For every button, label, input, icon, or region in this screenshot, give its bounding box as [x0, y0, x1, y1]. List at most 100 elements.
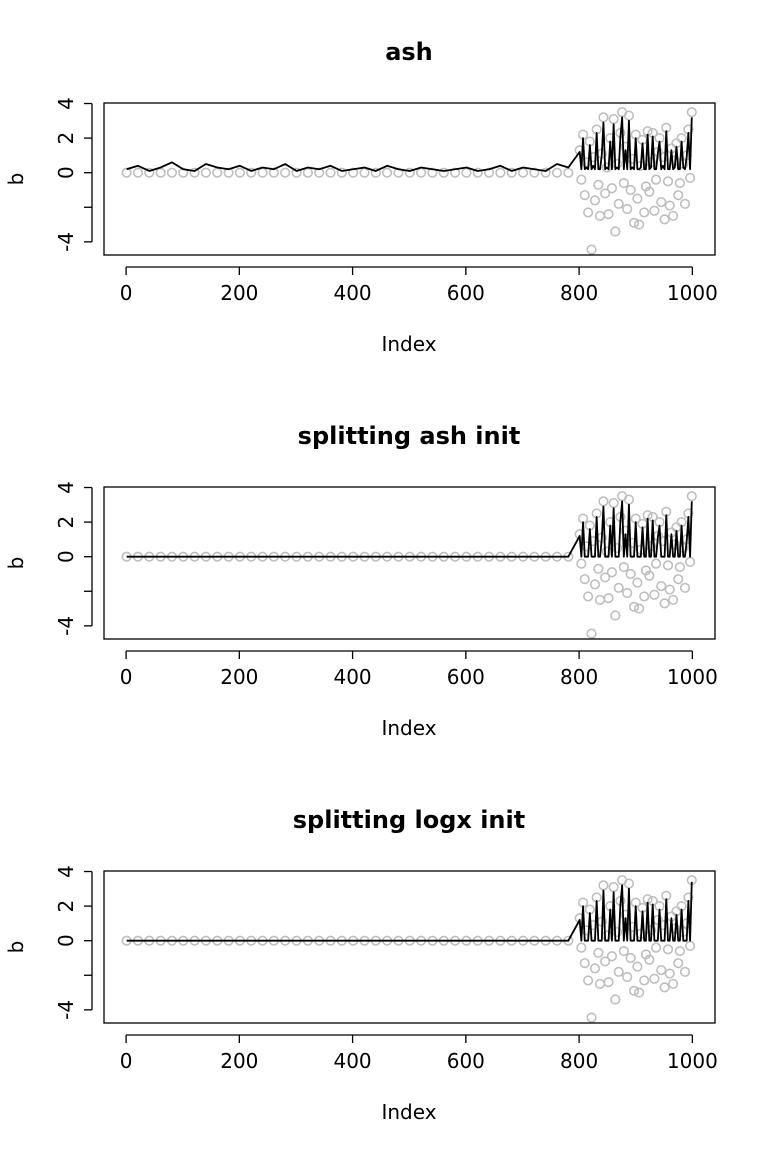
data-point	[628, 601, 640, 612]
data-point	[613, 966, 624, 977]
x-axis-label: Index	[381, 716, 436, 740]
data-point	[155, 167, 166, 178]
data-point	[659, 598, 670, 609]
x-axis-label: Index	[381, 1100, 436, 1124]
data-point	[684, 556, 696, 567]
x-tick-label: 0	[120, 1049, 133, 1073]
data-point	[656, 196, 667, 208]
data-point	[622, 587, 633, 599]
data-point	[639, 207, 650, 218]
data-point	[618, 561, 629, 573]
y-tick-label: 2	[54, 516, 78, 529]
data-point	[651, 558, 662, 569]
data-point	[649, 973, 660, 984]
data-point	[606, 183, 618, 194]
x-tick-label: 400	[333, 665, 371, 689]
y-tick-label: -4	[54, 616, 78, 636]
data-point	[144, 167, 155, 178]
data-point	[649, 589, 660, 600]
data-point	[610, 994, 621, 1005]
data-point	[613, 198, 624, 209]
data-point	[623, 494, 635, 505]
panel: ash Index b 0 200 400 600 800 1000 -4 0 2 4	[4, 38, 718, 356]
data-point	[664, 968, 675, 979]
data-point	[623, 110, 635, 121]
data-point	[667, 210, 679, 222]
x-tick-label: 800	[560, 281, 598, 305]
y-axis-label: b	[4, 173, 28, 186]
y-axis-label: b	[4, 941, 28, 954]
chart-title: splitting ash init	[298, 422, 521, 450]
data-point	[551, 167, 563, 178]
x-axis-label: Index	[381, 332, 436, 356]
data-point	[404, 167, 415, 178]
y-tick-label: 0	[54, 934, 78, 947]
data-point	[625, 952, 636, 964]
data-point	[200, 167, 212, 178]
data-point	[632, 961, 643, 972]
data-point	[613, 582, 624, 593]
data-point	[628, 217, 640, 228]
data-point	[563, 167, 574, 178]
data-point	[586, 1012, 597, 1023]
plot-frame	[103, 486, 716, 640]
data-point	[640, 181, 652, 192]
data-point	[673, 958, 684, 969]
data-point	[583, 591, 594, 602]
y-tick-label: 4	[54, 97, 78, 110]
data-point	[662, 560, 674, 571]
x-tick-label: 1000	[667, 281, 718, 305]
data-point	[370, 167, 381, 178]
x-tick-label: 600	[447, 281, 485, 305]
data-point	[600, 572, 611, 583]
data-point	[618, 177, 629, 189]
data-point	[606, 951, 618, 962]
data-point	[594, 210, 606, 222]
data-point	[623, 878, 635, 889]
y-tick-label: 4	[54, 481, 78, 494]
x-tick-label: 1000	[667, 1049, 718, 1073]
data-point	[651, 942, 662, 953]
data-point	[649, 205, 660, 216]
data-point	[667, 978, 679, 990]
y-tick-label: 4	[54, 865, 78, 878]
data-point	[644, 570, 655, 581]
data-point	[634, 219, 645, 230]
data-point	[667, 594, 679, 606]
data-point	[656, 580, 667, 592]
data-point	[189, 167, 200, 178]
data-point	[664, 200, 675, 211]
data-point	[610, 226, 621, 237]
data-point	[664, 584, 675, 595]
data-point	[659, 214, 670, 225]
data-point	[603, 209, 614, 220]
data-point	[517, 167, 529, 178]
data-point	[608, 497, 619, 509]
data-point	[594, 594, 606, 606]
data-point	[472, 167, 483, 178]
data-point	[359, 167, 370, 178]
data-point	[438, 167, 449, 178]
data-point	[640, 565, 652, 576]
data-point	[291, 167, 302, 178]
data-point	[586, 628, 597, 639]
x-tick-label: 0	[120, 665, 133, 689]
data-point	[589, 579, 601, 590]
data-point	[212, 167, 223, 178]
data-point	[589, 963, 601, 974]
data-point	[673, 190, 684, 201]
data-point	[594, 978, 606, 990]
data-point	[679, 582, 691, 593]
data-point	[593, 179, 604, 190]
chart-title: ash	[385, 38, 433, 66]
x-tick-label: 800	[560, 665, 598, 689]
data-point	[632, 193, 643, 204]
data-point	[622, 971, 633, 983]
data-point	[603, 977, 614, 988]
data-point	[622, 203, 633, 215]
data-point	[257, 167, 268, 178]
x-tick-label: 600	[447, 665, 485, 689]
data-point	[674, 945, 685, 957]
y-tick-label: 2	[54, 132, 78, 145]
data-point	[598, 112, 609, 123]
